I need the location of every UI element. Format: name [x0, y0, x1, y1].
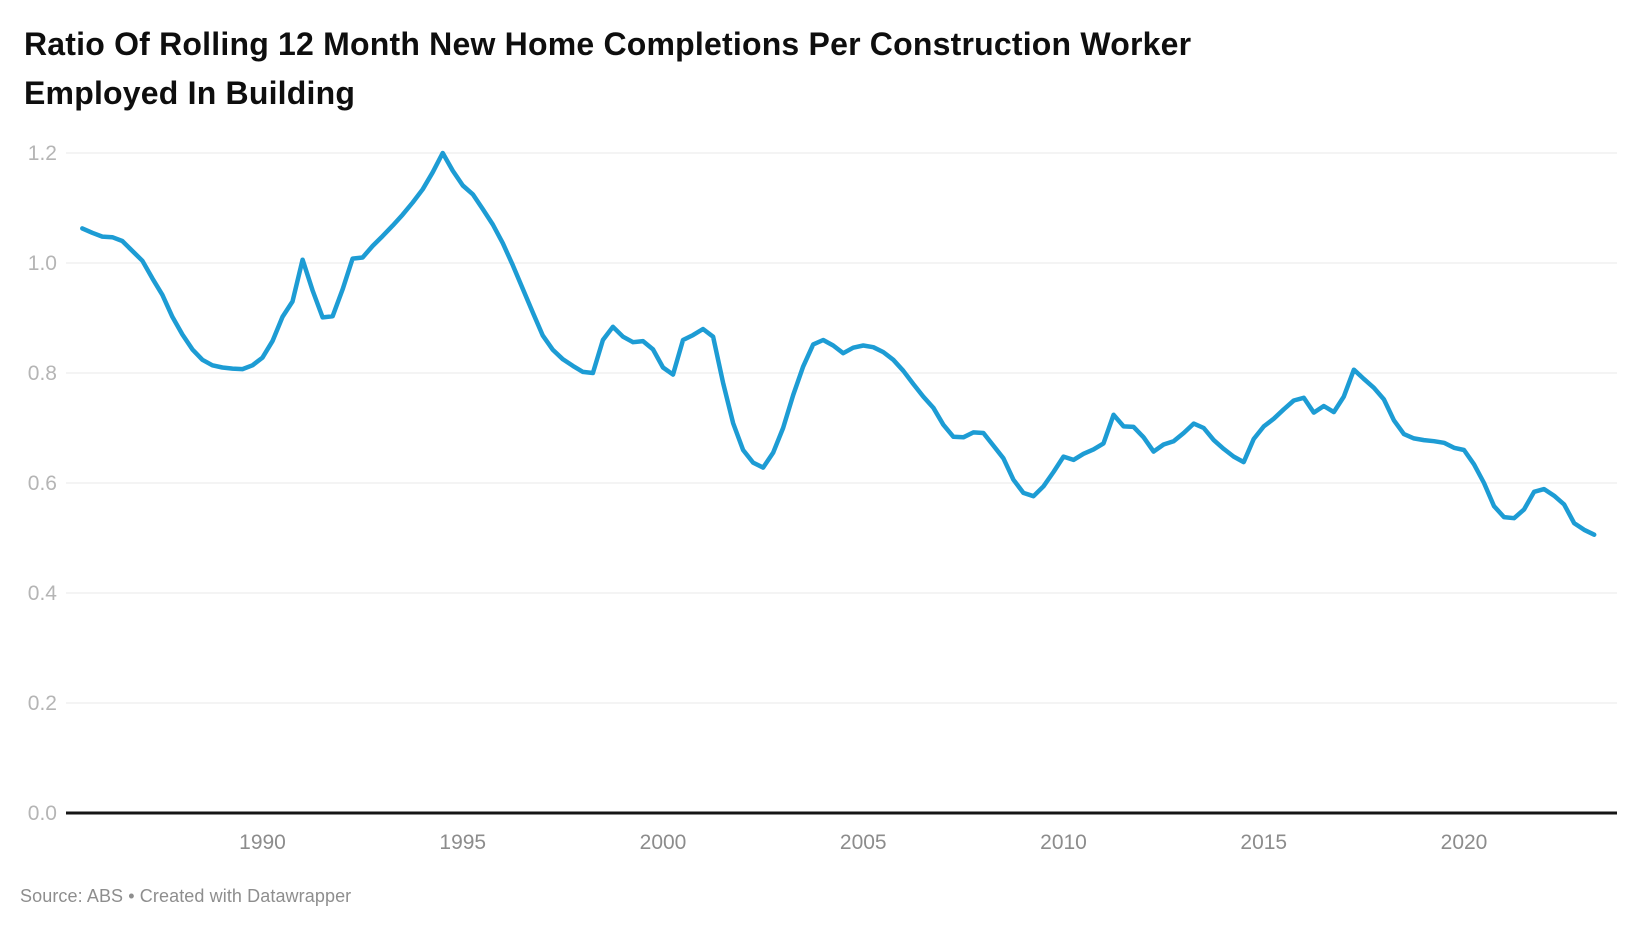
y-tick-label: 1.0 — [28, 252, 57, 275]
data-series-line[interactable] — [80, 150, 1597, 537]
y-tick-label: 0.2 — [28, 692, 57, 715]
y-tick-label: 0.0 — [28, 802, 57, 825]
x-axis-labels: 1990 1995 2000 2005 2010 2015 2020 — [239, 831, 1487, 854]
gridlines — [66, 152, 1617, 815]
y-axis-labels: 0.0 0.2 0.4 0.6 0.8 1.0 1.2 — [28, 142, 58, 825]
datawrapper-credit-link[interactable]: Created with Datawrapper — [139, 886, 352, 906]
chart-title: Ratio Of Rolling 12 Month New Home Compl… — [24, 20, 1544, 118]
x-tick-label: 2020 — [1441, 831, 1488, 854]
x-tick-label: 2000 — [640, 831, 687, 854]
y-tick-label: 0.6 — [28, 472, 57, 495]
y-tick-label: 1.2 — [28, 142, 57, 165]
x-tick-label: 2015 — [1240, 831, 1287, 854]
x-tick-label: 2005 — [840, 831, 887, 854]
y-tick-label: 0.4 — [28, 582, 58, 605]
y-tick-label: 0.8 — [28, 362, 57, 385]
source-line: Source: ABS • Created with Datawrapper — [20, 886, 351, 907]
source-label: Source: ABS — [20, 886, 124, 906]
x-tick-label: 1990 — [239, 831, 286, 854]
x-tick-label: 1995 — [439, 831, 486, 854]
x-tick-label: 2010 — [1040, 831, 1087, 854]
chart-title-line-2: Employed In Building — [24, 75, 356, 111]
chart-title-line-1: Ratio Of Rolling 12 Month New Home Compl… — [24, 26, 1192, 62]
footer-separator: • — [123, 886, 140, 906]
